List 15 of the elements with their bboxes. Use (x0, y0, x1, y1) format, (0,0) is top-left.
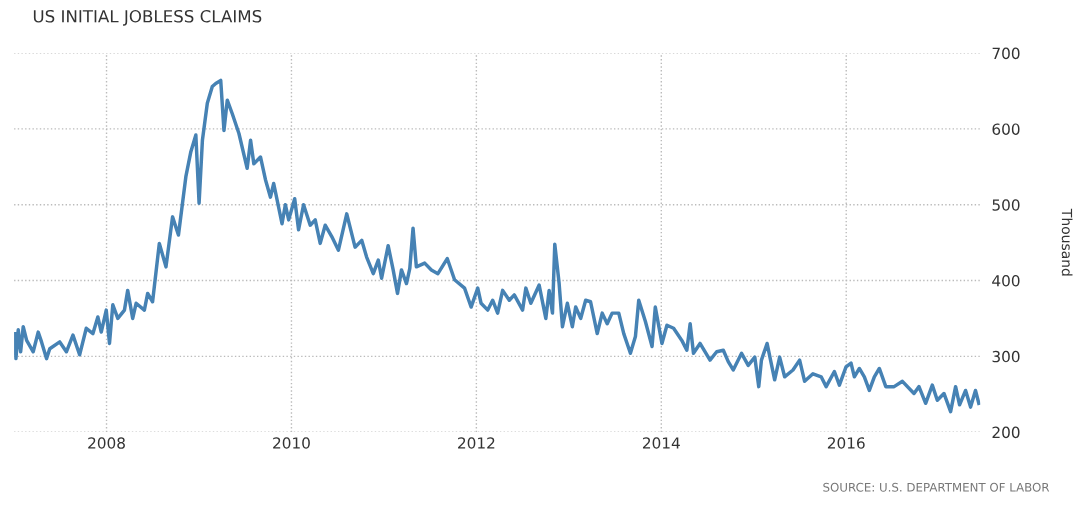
y-tick-label: 700 (992, 47, 1020, 60)
x-tick-label: 2016 (827, 437, 865, 449)
chart-title: US INITIAL JOBLESS CLAIMS (33, 9, 262, 26)
y-tick-label: 500 (992, 199, 1020, 211)
x-tick-label: 2014 (642, 437, 680, 449)
x-tick-label: 2010 (273, 437, 310, 449)
x-tick-label: 2008 (88, 437, 125, 449)
source-note: SOURCE: U.S. DEPARTMENT OF LABOR (823, 482, 1050, 492)
y-tick-label: 200 (992, 426, 1020, 439)
y-tick-label: 300 (992, 350, 1020, 363)
y-tick-label: 600 (992, 123, 1020, 135)
y-axis-title: Thousand (1061, 208, 1073, 276)
x-tick-label: 2012 (458, 437, 495, 449)
y-tick-label: 400 (992, 274, 1020, 287)
line-series (14, 78, 981, 414)
